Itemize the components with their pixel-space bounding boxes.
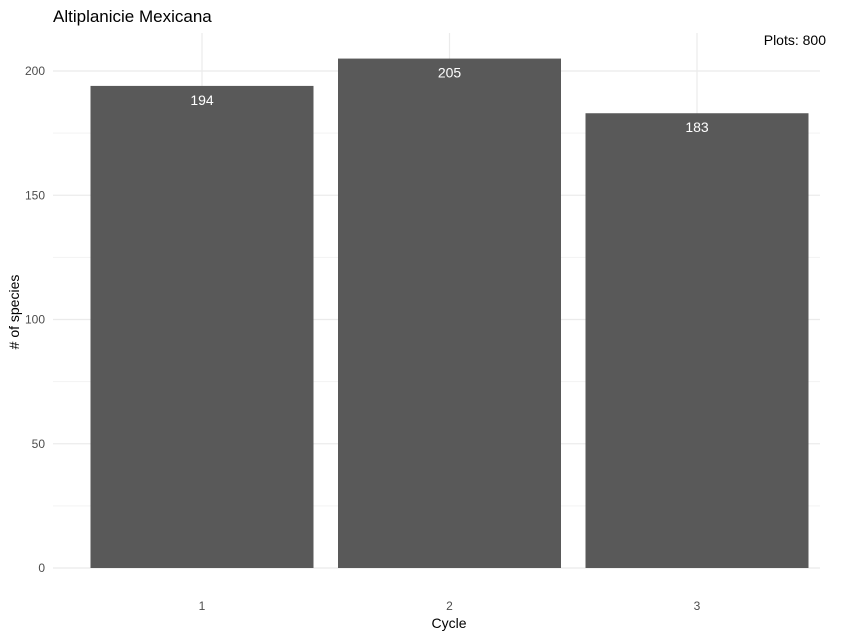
y-tick-label: 100	[25, 313, 45, 327]
y-tick-label: 0	[38, 561, 45, 575]
x-tick-label: 1	[199, 599, 206, 613]
bar-cycle-2	[338, 58, 561, 568]
ticks-layer: 1 2 3 0 50 100 150 200	[25, 64, 701, 613]
y-axis-title: # of species	[6, 275, 22, 350]
y-tick-label: 150	[25, 188, 45, 202]
bar-value-label-2: 205	[438, 65, 462, 81]
bars-layer	[90, 58, 809, 569]
y-tick-label: 200	[25, 64, 45, 78]
bar-cycle-3	[585, 113, 809, 569]
x-axis-title: Cycle	[431, 615, 466, 631]
bar-value-label-1: 194	[190, 92, 214, 108]
bar-value-label-3: 183	[685, 119, 709, 135]
plots-annotation: Plots: 800	[764, 32, 826, 48]
x-tick-label: 2	[446, 599, 453, 613]
x-tick-label: 3	[694, 599, 701, 613]
y-tick-label: 50	[32, 437, 46, 451]
bar-cycle-1	[90, 85, 314, 568]
chart-title: Altiplanicie Mexicana	[53, 7, 212, 26]
bar-labels-layer: 194 205 183	[190, 65, 709, 136]
